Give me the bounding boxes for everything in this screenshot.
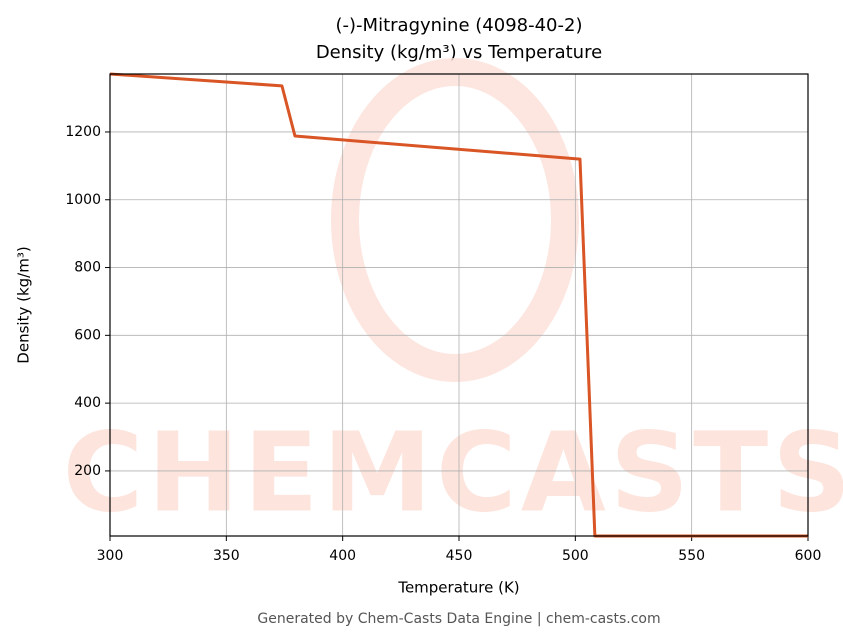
x-tick-label: 600 [795,548,822,564]
x-tick-label: 550 [678,548,705,564]
x-tick-label: 300 [97,548,124,564]
watermark: CHEMCASTS [63,408,843,536]
y-tick-label: 200 [74,463,101,479]
y-tick-label: 600 [74,327,101,343]
x-tick-label: 450 [446,548,473,564]
y-tick-label: 400 [74,395,101,411]
x-axis-label: Temperature (K) [397,579,519,597]
y-tick-label: 1000 [65,192,101,208]
x-tick-label: 350 [213,548,240,564]
chart-subtitle: Density (kg/m³) vs Temperature [316,42,602,63]
footer: Generated by Chem-Casts Data Engine | ch… [257,611,660,627]
chart-title: (-)-Mitragynine (4098-40-2) [336,15,583,36]
y-tick-label: 1200 [65,124,101,140]
y-axis-label: Density (kg/m³) [15,246,33,363]
watermark-logo [331,58,579,382]
x-tick-label: 400 [329,548,356,564]
y-tick-label: 800 [74,260,101,276]
x-tick-label: 500 [562,548,589,564]
plot-frame [109,73,809,537]
